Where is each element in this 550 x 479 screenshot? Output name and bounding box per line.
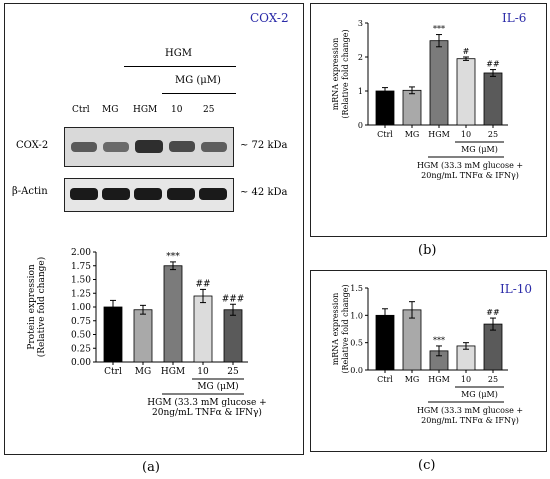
hgm-header: HGM bbox=[165, 48, 192, 59]
cox2-protein-chart: 0.00 0.25 0.50 0.75 1.00 1.25 1.50 1.75 2.00 Prot… bbox=[27, 248, 267, 418]
hgm-label: HGM (33.3 mM glucose + bbox=[417, 161, 523, 170]
mg-label: MG (μM) bbox=[461, 145, 498, 154]
x-tick-label: HGM bbox=[428, 375, 450, 384]
y-tick-label: 1.25 bbox=[71, 289, 91, 299]
lane-label: MG bbox=[102, 105, 119, 115]
bar bbox=[375, 314, 395, 371]
y-tick-label: 0.5 bbox=[350, 339, 363, 348]
blot-size-actin: ~ 42 kDa bbox=[240, 187, 288, 198]
significance-label: # bbox=[463, 47, 470, 56]
x-tick-label: Ctrl bbox=[104, 367, 122, 377]
significance-label: ## bbox=[195, 279, 210, 289]
x-tick-label: HGM bbox=[161, 367, 185, 377]
mg-label: MG (μM) bbox=[197, 381, 238, 392]
x-tick-label: Ctrl bbox=[377, 375, 393, 384]
x-tick-label: 25 bbox=[488, 130, 498, 139]
bar bbox=[193, 295, 213, 363]
panel-a bbox=[4, 3, 304, 455]
y-tick-label: 1.50 bbox=[71, 276, 91, 286]
bar bbox=[163, 265, 183, 363]
x-tick-label: MG bbox=[135, 367, 151, 377]
cox2-blot bbox=[64, 127, 234, 167]
y-tick-label: 0.25 bbox=[71, 344, 91, 354]
panel-b-title: IL-6 bbox=[502, 11, 527, 25]
lane-label: 10 bbox=[171, 105, 183, 115]
panel-a-label: (a) bbox=[142, 460, 160, 475]
hgm-label: 20ng/mL TNFα & IFNγ) bbox=[421, 171, 519, 180]
bar bbox=[456, 58, 476, 126]
x-tick-label: Ctrl bbox=[377, 130, 393, 139]
significance-label: ## bbox=[486, 308, 500, 317]
y-tick-label: 1.5 bbox=[350, 284, 363, 293]
significance-label: ## bbox=[486, 60, 500, 69]
y-tick-label: 2 bbox=[358, 53, 363, 62]
bar bbox=[223, 309, 243, 363]
lane-label: Ctrl bbox=[72, 105, 90, 115]
y-tick-label: 0.75 bbox=[71, 317, 91, 327]
y-axis-label: Protein expression bbox=[27, 264, 37, 350]
significance-label: *** bbox=[433, 25, 445, 34]
y-tick-label: 0 bbox=[358, 121, 363, 130]
hgm-header-line bbox=[124, 66, 236, 67]
significance-label: *** bbox=[433, 336, 445, 345]
x-tick-label: 25 bbox=[488, 375, 498, 384]
y-tick-label: 0.00 bbox=[71, 358, 91, 368]
x-tick-label: MG bbox=[405, 130, 420, 139]
y-tick-label: 1 bbox=[358, 87, 363, 96]
hgm-label: 20ng/mL TNFα & IFNγ) bbox=[152, 407, 262, 418]
il6-mrna-chart: 0 1 2 3 mRNA expression (Relative fold change… bbox=[331, 19, 523, 180]
y-tick-label: 1.75 bbox=[71, 262, 91, 272]
y-axis-label: mRNA expression bbox=[331, 293, 340, 366]
significance-label: *** bbox=[166, 252, 180, 262]
panel-c-label: (c) bbox=[418, 458, 436, 473]
y-tick-label: 2.00 bbox=[71, 248, 91, 258]
x-tick-label: 10 bbox=[197, 367, 209, 377]
blot-name-actin: β-Actin bbox=[12, 186, 48, 197]
x-tick-label: 10 bbox=[461, 130, 471, 139]
y-tick-label: 3 bbox=[358, 19, 363, 28]
bar bbox=[402, 89, 422, 126]
blot-name-cox2: COX-2 bbox=[16, 140, 49, 151]
mg-header: MG (μM) bbox=[175, 75, 221, 86]
bar bbox=[375, 90, 395, 126]
x-tick-label: 25 bbox=[227, 367, 239, 377]
y-axis-label: (Relative fold change) bbox=[341, 29, 350, 118]
y-axis-label: (Relative fold change) bbox=[36, 257, 47, 357]
y-axis-label: (Relative fold change) bbox=[341, 284, 350, 373]
lane-label: 25 bbox=[203, 105, 215, 115]
bar bbox=[133, 309, 153, 363]
bar bbox=[483, 323, 503, 371]
bar bbox=[429, 40, 449, 126]
y-axis-label: mRNA expression bbox=[331, 38, 340, 111]
x-tick-label: MG bbox=[405, 375, 420, 384]
hgm-label: HGM (33.3 mM glucose + bbox=[417, 406, 523, 415]
actin-blot bbox=[64, 178, 234, 212]
panel-c-frame bbox=[310, 270, 547, 452]
x-tick-label: HGM bbox=[428, 130, 450, 139]
lane-label: HGM bbox=[133, 105, 158, 115]
y-tick-label: 1.00 bbox=[71, 303, 91, 313]
bar bbox=[103, 306, 123, 363]
mg-header-line bbox=[162, 93, 236, 94]
panel-c-title: IL-10 bbox=[500, 282, 533, 296]
hgm-label: HGM (33.3 mM glucose + bbox=[147, 397, 266, 408]
mg-label: MG (μM) bbox=[461, 390, 498, 399]
panel-b-label: (b) bbox=[418, 243, 437, 258]
x-tick-label: 10 bbox=[461, 375, 471, 384]
il10-mrna-chart: 0.0 0.5 1.0 1.5 mRNA expression (Relative fol… bbox=[331, 284, 523, 425]
blot-size-cox2: ~ 72 kDa bbox=[240, 140, 288, 151]
panel-b bbox=[310, 3, 547, 237]
hgm-label: 20ng/mL TNFα & IFNγ) bbox=[421, 416, 519, 425]
y-tick-label: 0.0 bbox=[350, 366, 363, 375]
y-tick-label: 0.50 bbox=[71, 331, 91, 341]
panel-a-title: COX-2 bbox=[250, 11, 289, 25]
y-tick-label: 1.0 bbox=[350, 311, 363, 320]
bar bbox=[483, 72, 503, 126]
bar bbox=[402, 309, 422, 371]
significance-label: ### bbox=[222, 294, 245, 304]
